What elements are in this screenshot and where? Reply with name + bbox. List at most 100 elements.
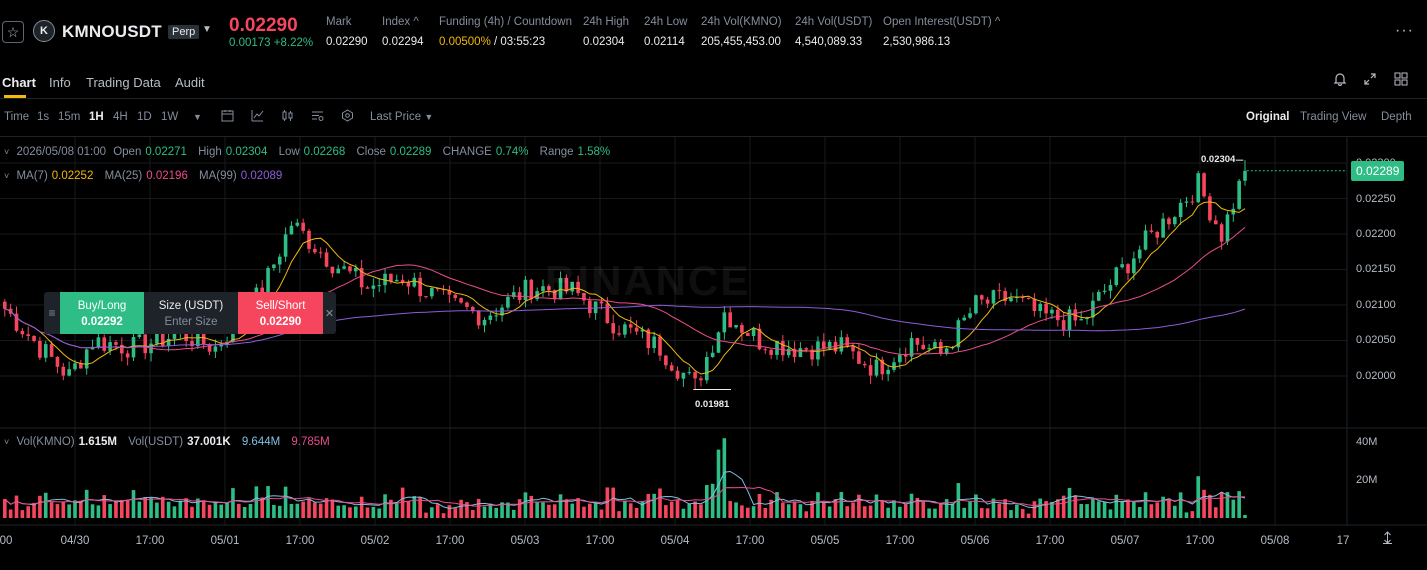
volume-bar <box>1196 476 1200 518</box>
interval-dropdown-icon[interactable]: ▼ <box>193 112 202 122</box>
volume-bar <box>277 505 282 518</box>
collapse-caret-icon[interactable]: ˅ <box>4 147 10 157</box>
view-depth[interactable]: Depth <box>1381 111 1412 123</box>
volume-bar <box>1237 491 1241 518</box>
interval-1h[interactable]: 1H <box>89 111 104 123</box>
candle-body <box>1044 303 1048 314</box>
view-trading-view[interactable]: Trading View <box>1300 111 1367 123</box>
low-label: Low <box>278 146 300 158</box>
stat-label-mark: Mark <box>326 16 352 28</box>
candle-body <box>570 281 575 292</box>
tab-trading-data[interactable]: Trading Data <box>86 75 161 90</box>
time-axis <box>0 526 1427 570</box>
interval-1d[interactable]: 1D <box>137 111 152 123</box>
candle-body <box>424 296 428 298</box>
favorite-star-icon[interactable]: ☆ <box>2 21 24 43</box>
time-tick: 00 <box>0 535 13 547</box>
collapse-caret-icon[interactable]: ˅ <box>4 171 10 181</box>
tab-audit[interactable]: Audit <box>175 75 205 90</box>
price-type-label: Last Price <box>370 111 422 123</box>
stat-value-24h-vol-kmno: 205,455,453.00 <box>701 36 781 48</box>
candle-body <box>605 303 610 324</box>
volume-bar <box>1132 501 1136 518</box>
indicator-icon[interactable] <box>251 109 264 125</box>
volume-bar <box>915 497 920 518</box>
indicator-icon-svg <box>251 110 264 122</box>
volume-bar <box>318 503 323 518</box>
size-input[interactable]: Size (USDT) Enter Size <box>144 292 238 334</box>
time-tick: 04/30 <box>60 535 90 547</box>
candle-body <box>722 312 727 333</box>
volume-bar <box>816 492 820 518</box>
time-tick: 17 <box>1336 535 1350 547</box>
price-type-caret-icon: ▼ <box>424 112 434 122</box>
close-label: Close <box>356 146 386 158</box>
volume-bar <box>628 503 633 518</box>
volume-bar <box>55 504 60 518</box>
expand-icon[interactable] <box>1363 72 1377 89</box>
candle-body <box>488 315 493 320</box>
volume-bar <box>1061 495 1066 518</box>
volume-bar <box>1202 489 1206 518</box>
symbol-name[interactable]: KMNOUSDT <box>62 22 162 41</box>
gear-icon[interactable] <box>341 109 354 125</box>
candle-body <box>213 346 218 352</box>
price-change-abs: 0.00173 <box>229 37 271 49</box>
interval-1s[interactable]: 1s <box>37 111 50 123</box>
interval-1w[interactable]: 1W <box>161 111 179 123</box>
candle-body <box>184 329 188 342</box>
bell-icon[interactable] <box>1333 72 1347 89</box>
candle-body <box>1155 231 1160 238</box>
candle-body <box>155 329 159 344</box>
range-value: 1.58% <box>577 146 611 158</box>
candle-body <box>14 313 19 331</box>
stat-label-index[interactable]: Index ^ <box>382 16 419 28</box>
volume-bar <box>675 500 680 518</box>
interval-4h[interactable]: 4H <box>113 111 128 123</box>
tab-info[interactable]: Info <box>49 75 71 90</box>
interval-time[interactable]: Time <box>4 111 30 123</box>
axis-scale-icon[interactable] <box>1381 531 1394 547</box>
volume-bar <box>1213 507 1218 518</box>
size-placeholder: Enter Size <box>164 316 218 328</box>
chevron-down-icon[interactable]: ▼ <box>202 24 212 35</box>
candle-body <box>781 341 785 356</box>
candle-body <box>430 287 434 297</box>
volume-bar <box>289 503 294 518</box>
stat-label-open-interest[interactable]: Open Interest(USDT) ^ <box>883 16 1001 28</box>
ma99-label: MA(99) <box>199 170 237 182</box>
candle-type-icon[interactable] <box>281 109 294 125</box>
volume-bar <box>740 505 744 518</box>
time-tick: 17:00 <box>1185 535 1215 547</box>
candle-body <box>137 334 142 337</box>
chart-settings-icon[interactable] <box>311 109 324 125</box>
drag-handle-icon[interactable]: ≡ <box>48 306 56 320</box>
candle-body <box>49 344 54 357</box>
collapse-caret-icon[interactable]: ˅ <box>4 437 10 447</box>
current-price-tag: 0.02289 <box>1351 161 1405 181</box>
volume-bar <box>225 503 229 518</box>
layout-grid-icon[interactable] <box>1394 72 1408 89</box>
volume-bar <box>898 506 902 518</box>
volume-bar <box>330 499 335 518</box>
calendar-icon[interactable] <box>221 109 234 125</box>
tab-chart[interactable]: Chart <box>2 75 36 90</box>
volume-bar <box>822 502 826 518</box>
buy-long-button[interactable]: Buy/Long 0.02292 <box>60 292 144 334</box>
candle-body <box>377 285 381 287</box>
stat-label-24h-vol-kmno: 24h Vol(KMNO) <box>701 16 782 28</box>
volume-bar <box>1056 499 1060 518</box>
volume-bar <box>1044 501 1048 518</box>
candle-body <box>1114 267 1119 286</box>
expand-icon-svg <box>1364 73 1376 85</box>
candle-body <box>365 287 370 289</box>
close-icon[interactable]: ✕ <box>324 307 335 320</box>
volume-bar <box>231 488 235 518</box>
candle-body <box>84 349 89 369</box>
interval-15m[interactable]: 15m <box>58 111 81 123</box>
candle-body <box>1038 303 1043 312</box>
view-original[interactable]: Original <box>1246 111 1290 123</box>
sell-short-button[interactable]: Sell/Short 0.02290 <box>238 292 323 334</box>
more-options-icon[interactable]: ··· <box>1395 22 1414 39</box>
price-type-select[interactable]: Last Price ▼ <box>370 111 433 123</box>
